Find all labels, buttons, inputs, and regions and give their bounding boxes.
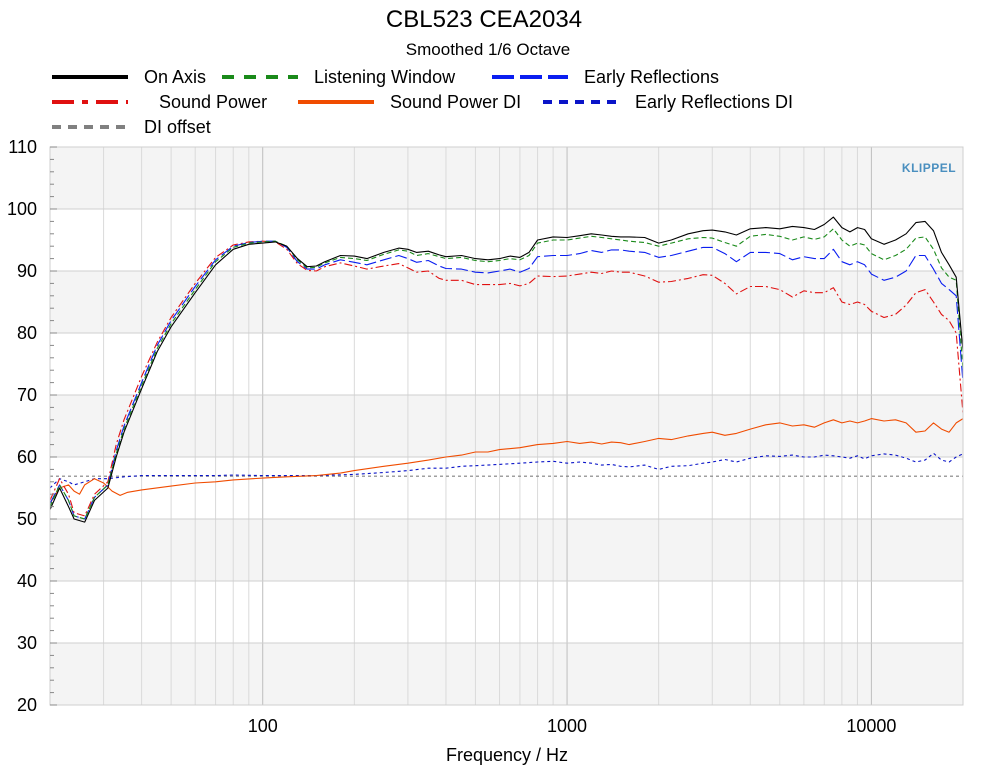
x-tick-label: 1000 bbox=[547, 716, 587, 736]
legend-label-sound-power: Sound Power bbox=[159, 92, 267, 112]
y-tick-label: 20 bbox=[17, 695, 37, 715]
y-tick-label: 70 bbox=[17, 385, 37, 405]
legend: On Axis Listening Window Early Reflections… bbox=[52, 67, 793, 137]
x-tick-label: 10000 bbox=[846, 716, 896, 736]
series-line-early-reflections-di bbox=[49, 452, 964, 489]
series-line-sound-power-di bbox=[49, 418, 964, 504]
series-layer bbox=[49, 146, 964, 706]
plot-band bbox=[50, 395, 963, 457]
y-tick-label: 30 bbox=[17, 633, 37, 653]
plot-band bbox=[50, 271, 963, 333]
plot-band bbox=[50, 333, 963, 395]
series-line-sound-power bbox=[49, 240, 964, 517]
x-axis: 100 1000 10000 bbox=[248, 716, 897, 736]
plot-band bbox=[50, 519, 963, 581]
series-line-on-axis bbox=[49, 216, 964, 523]
plot-band bbox=[50, 147, 963, 209]
klippel-logo: KLIPPEL bbox=[902, 161, 956, 175]
y-tick-label: 40 bbox=[17, 571, 37, 591]
legend-label-early-reflections: Early Reflections bbox=[584, 67, 719, 87]
x-axis-label: Frequency / Hz bbox=[446, 745, 568, 765]
plot-band bbox=[50, 643, 963, 705]
y-tick-label: 110 bbox=[8, 137, 37, 157]
plot-background bbox=[50, 147, 963, 705]
series-line-early-reflections bbox=[49, 240, 964, 520]
series-line-listening-window bbox=[49, 228, 964, 520]
y-tick-label: 60 bbox=[17, 447, 37, 467]
legend-label-sound-power-di: Sound Power DI bbox=[390, 92, 521, 112]
legend-label-di-offset: DI offset bbox=[144, 117, 211, 137]
plot-frame bbox=[49, 146, 964, 706]
y-tick-label: 100 bbox=[7, 199, 37, 219]
chart-title: CBL523 CEA2034 bbox=[386, 6, 582, 33]
plot-band bbox=[50, 457, 963, 519]
y-tick-label: 80 bbox=[17, 323, 37, 343]
chart-subtitle: Smoothed 1/6 Octave bbox=[406, 40, 570, 59]
x-tick-label: 100 bbox=[248, 716, 278, 736]
y-axis: 20 30 40 50 60 70 80 90 100 110 bbox=[7, 137, 57, 715]
legend-label-early-reflections-di: Early Reflections DI bbox=[635, 92, 793, 112]
legend-label-on-axis: On Axis bbox=[144, 67, 206, 87]
plot-band bbox=[50, 581, 963, 643]
y-tick-label: 90 bbox=[17, 261, 37, 281]
plot-band bbox=[50, 209, 963, 271]
legend-label-listening-window: Listening Window bbox=[314, 67, 456, 87]
y-tick-label: 50 bbox=[17, 509, 37, 529]
